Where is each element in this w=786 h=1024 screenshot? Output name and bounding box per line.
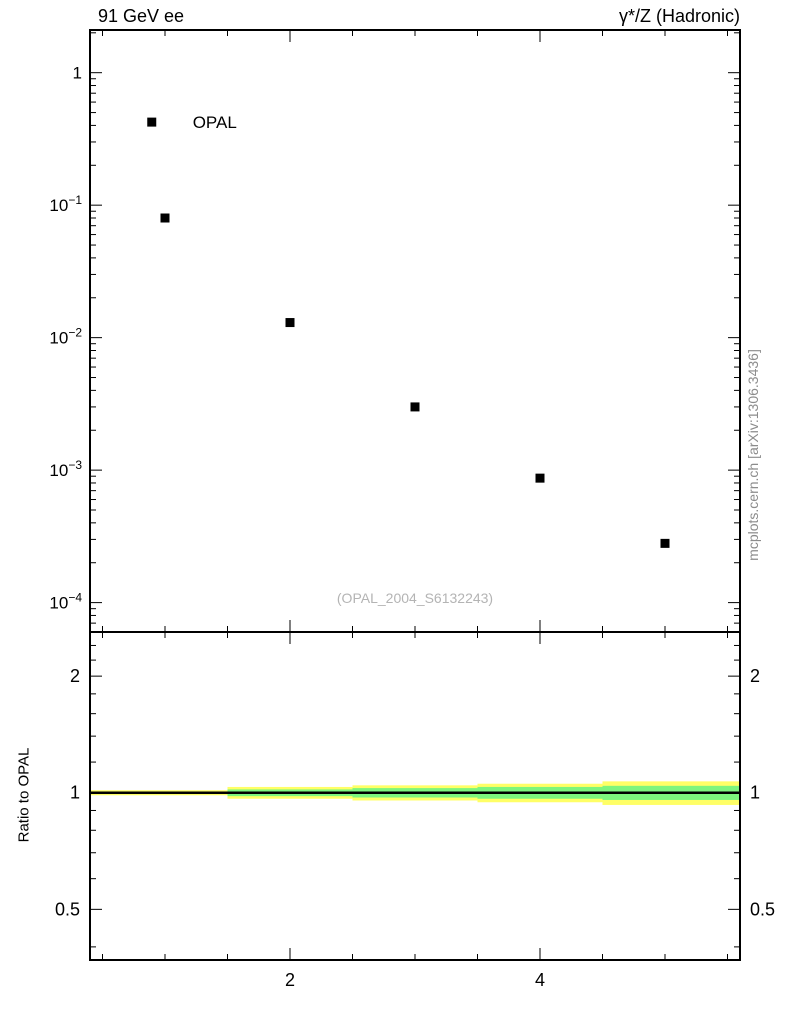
- main-ytick-label: 10−1: [49, 193, 82, 215]
- data-point: [410, 402, 420, 412]
- ratio-y-axis-label: Ratio to OPAL: [15, 747, 33, 843]
- x-axis-tick-label: 2: [285, 970, 295, 990]
- ratio-ytick-label-right: 0.5: [750, 899, 775, 919]
- ratio-ytick-label-left: 2: [70, 666, 80, 686]
- plot-title-right: γ*/Z (Hadronic): [618, 6, 740, 26]
- data-point: [285, 318, 295, 328]
- main-panel-frame: [89, 29, 741, 633]
- data-point: [660, 538, 670, 548]
- x-axis-tick-label: 4: [535, 970, 545, 990]
- ratio-ytick-label-left: 1: [70, 783, 80, 803]
- main-ytick-label: 1: [73, 64, 82, 83]
- plot-title-left: 91 GeV ee: [98, 6, 185, 26]
- main-ytick-label: 10−4: [49, 591, 82, 613]
- analysis-watermark: (OPAL_2004_S6132243): [336, 590, 494, 606]
- data-point: [535, 473, 545, 483]
- main-ytick-label: 10−2: [49, 326, 82, 348]
- legend-label: OPAL: [193, 113, 237, 132]
- legend-marker: [147, 117, 157, 127]
- data-point: [160, 213, 170, 223]
- main-ytick-label: 10−3: [49, 458, 82, 480]
- ratio-ytick-label-right: 1: [750, 783, 760, 803]
- mcplots-side-text: mcplots.cern.ch [arXiv:1306.3436]: [745, 349, 761, 561]
- ratio-ytick-label-right: 2: [750, 666, 760, 686]
- ratio-ytick-label-left: 0.5: [55, 899, 80, 919]
